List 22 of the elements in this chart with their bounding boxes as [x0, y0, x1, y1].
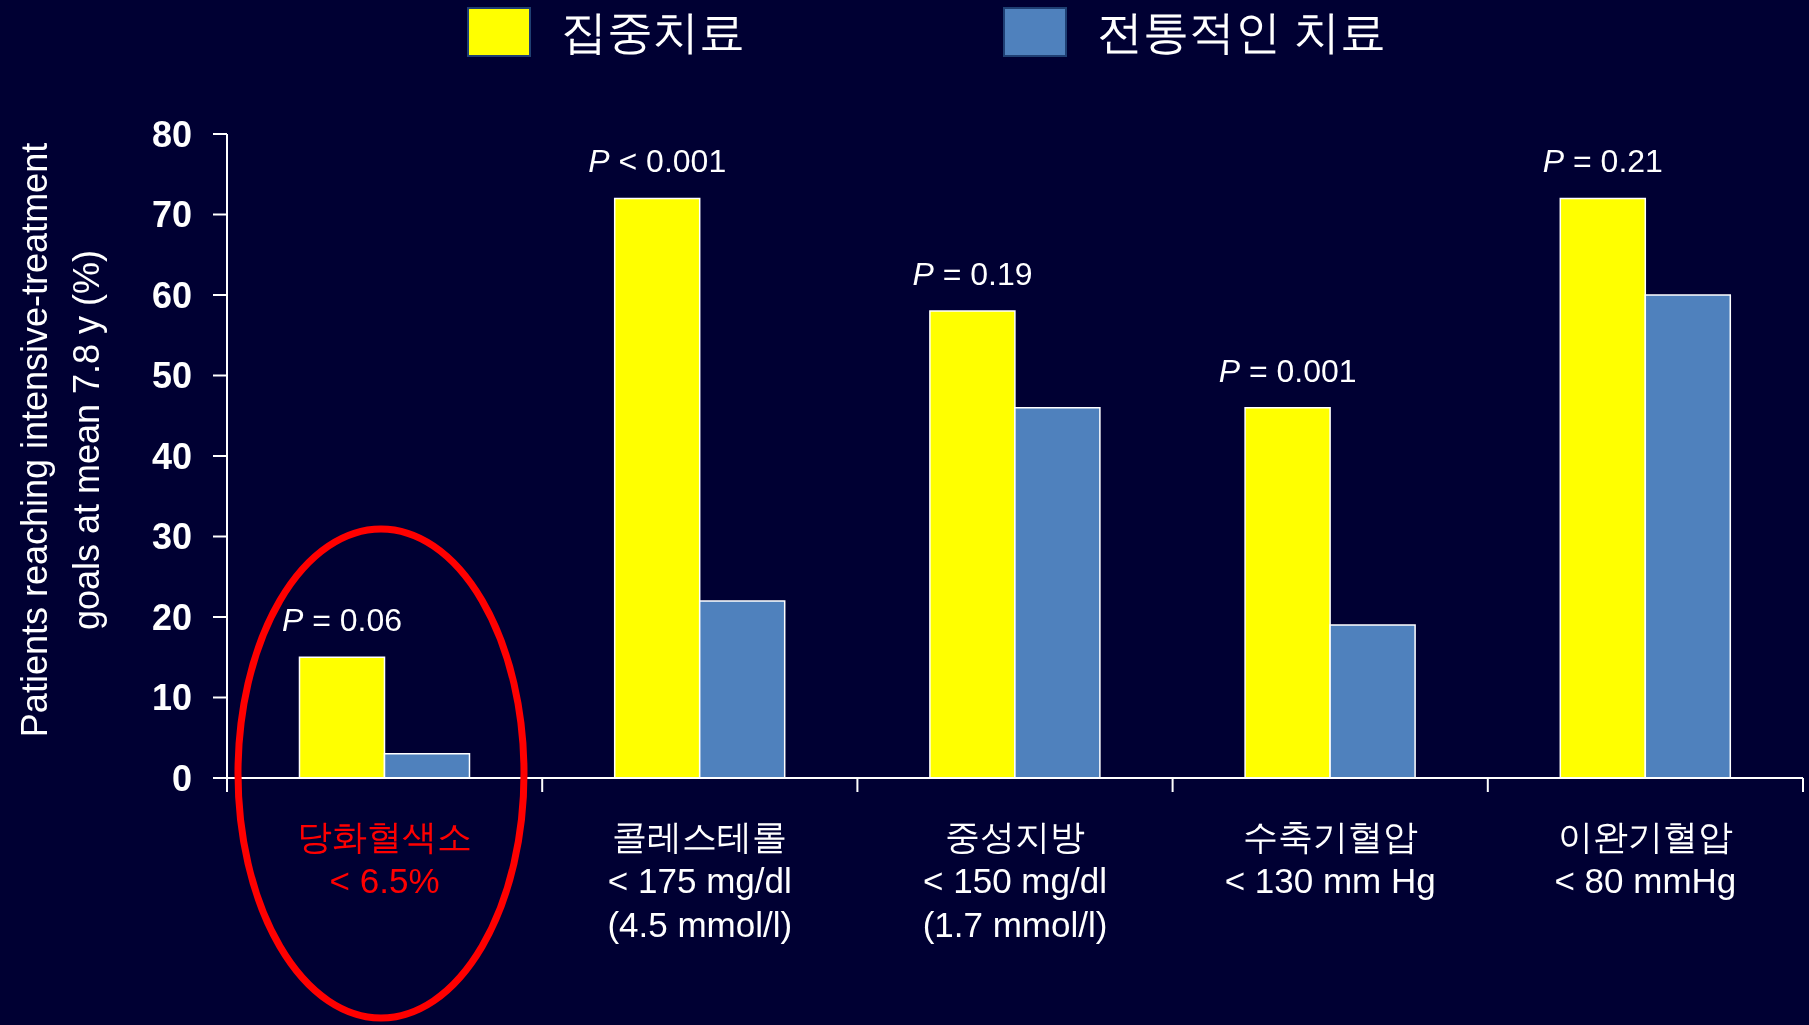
- x-tick-label: 이완기혈압 < 80 mmHg: [1554, 817, 1737, 900]
- y-tick-label: 70: [151, 194, 192, 236]
- y-tick-label: 10: [151, 677, 192, 719]
- y-tick-label: 30: [151, 516, 192, 558]
- annotation: P = 0.19: [912, 256, 1033, 293]
- y-tick-label: 20: [151, 596, 192, 638]
- x-tick-label: 당화혈색소 < 6.5%: [297, 817, 473, 900]
- x-tick-label: 중성지방 < 150 mg/dl (1.7 mmol/l): [922, 817, 1108, 944]
- y-tick-label: 0: [171, 757, 192, 799]
- annotation: P < 0.001: [588, 143, 727, 180]
- y-tick-label: 60: [151, 274, 192, 316]
- annotation: P = 0.06: [282, 602, 403, 639]
- annotation: P = 0.21: [1542, 143, 1663, 180]
- y-axis-title: Patients reaching intensive-treatment goals at mean 7.8 y (%): [14, 142, 107, 738]
- x-tick-label: 수축기혈압 < 130 mm Hg: [1224, 817, 1436, 900]
- y-tick-label: 80: [151, 113, 192, 155]
- y-tick-label: 40: [151, 435, 192, 477]
- annotation: P = 0.001: [1218, 352, 1357, 389]
- legend-label: 전통적인 치료: [1097, 6, 1386, 58]
- x-tick-label: 콜레스테롤 < 175 mg/dl (4.5 mmol/l): [607, 817, 793, 944]
- legend-label: 집중치료: [561, 6, 746, 58]
- y-tick-label: 50: [151, 355, 192, 397]
